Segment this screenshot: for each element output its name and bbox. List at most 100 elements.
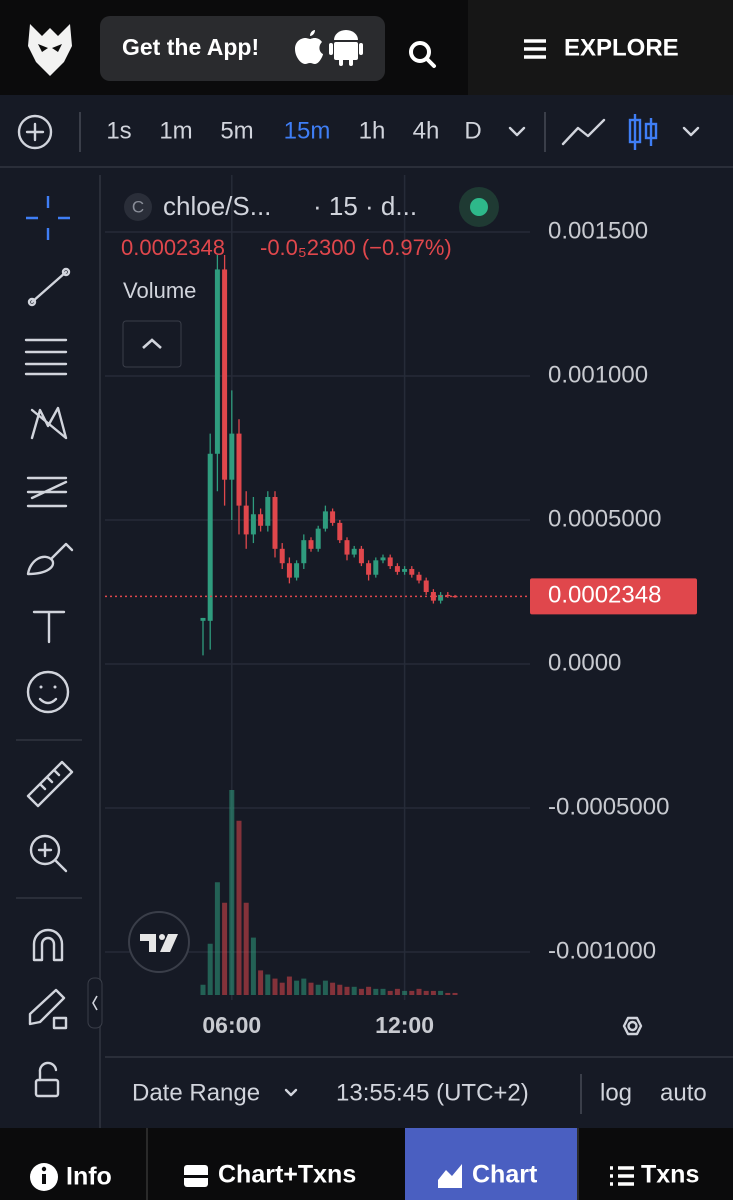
candle-body — [250, 514, 256, 535]
volume-bar — [387, 990, 393, 995]
candle-body — [330, 511, 336, 523]
candle-body — [344, 540, 350, 555]
candle-body — [438, 594, 444, 601]
volume-bar — [222, 902, 228, 995]
symbol-icon — [124, 193, 152, 221]
log-toggle[interactable]: log — [600, 1079, 632, 1106]
last-price-badge — [530, 578, 697, 615]
date-range-arrow — [284, 1088, 298, 1097]
chart-type-dropdown[interactable] — [682, 126, 700, 137]
candle-chart-button[interactable] — [628, 114, 658, 150]
get-app-text: Get the App! — [122, 34, 259, 60]
candle-body — [322, 511, 328, 529]
volume-bar — [373, 988, 379, 995]
volume-bar — [445, 992, 451, 995]
collapse-legend-button[interactable] — [122, 320, 182, 368]
date-range[interactable]: Date Range — [132, 1079, 260, 1106]
timeframe-button[interactable]: D — [464, 117, 481, 144]
tab-label: Info — [66, 1163, 112, 1191]
timeframes: 1s 1m 5m 15m 1h 4h D — [106, 117, 481, 144]
price-change: -0.0₅2300 (−0.97%) — [260, 235, 452, 260]
collapse-legend-arrow — [142, 338, 162, 349]
volume-bar — [358, 988, 364, 995]
candle-body — [258, 514, 264, 526]
volume-bar — [452, 992, 458, 995]
candle-body — [366, 563, 372, 575]
volume-bar — [301, 978, 307, 995]
volume-bar — [402, 990, 408, 995]
volume-bar — [236, 820, 242, 995]
candle-body — [315, 528, 321, 549]
volume-bar — [265, 974, 271, 995]
tab-label: Txns — [641, 1161, 699, 1189]
timeframe-button[interactable]: 4h — [413, 117, 440, 144]
timeframe-dropdown[interactable] — [508, 126, 526, 137]
logo[interactable] — [28, 24, 72, 76]
status-dot — [470, 198, 488, 216]
chart-tab[interactable]: Chart — [438, 1161, 538, 1189]
volume-bar — [308, 982, 314, 995]
y-tick-label: 0.0005000 — [548, 505, 661, 532]
explore-text: EXPLORE — [564, 34, 679, 61]
add-indicator-plus — [25, 122, 45, 142]
volume-bar — [380, 988, 386, 995]
last-price-badge-text: 0.0002348 — [548, 582, 661, 609]
volume-bar — [229, 790, 235, 995]
volume-bar — [430, 990, 436, 995]
tab-label: Chart — [472, 1161, 538, 1189]
volume-bar — [207, 943, 213, 995]
auto-toggle[interactable]: auto — [660, 1079, 707, 1106]
y-tick-label: 0.001000 — [548, 361, 648, 388]
chart-txns-tab[interactable]: Chart+Txns — [184, 1161, 356, 1189]
symbol-name: chloe/S... — [163, 191, 271, 221]
collapse-handle[interactable] — [87, 977, 103, 1029]
volume-bar — [394, 988, 400, 995]
tab-bar — [0, 1128, 733, 1200]
x-tick-label: 12:00 — [375, 1012, 434, 1038]
last-price: 0.0002348 — [121, 235, 225, 260]
volume-bar — [344, 986, 350, 995]
volume-bar — [214, 882, 220, 995]
symbol-icon-letter: C — [132, 197, 144, 216]
candle-body — [423, 580, 429, 593]
candle-body — [394, 566, 400, 572]
volume-bar — [337, 984, 343, 995]
search-button[interactable] — [409, 41, 436, 68]
explore-button[interactable] — [468, 0, 733, 95]
timeframe-button[interactable]: 15m — [284, 117, 331, 144]
info-tab[interactable]: Info — [30, 1163, 112, 1191]
tool-icons[interactable] — [16, 196, 82, 1098]
x-tick-label: 06:00 — [202, 1012, 261, 1038]
volume-bar — [279, 982, 285, 995]
candle-body — [279, 548, 285, 564]
toolbar — [0, 95, 733, 167]
candle-body — [272, 496, 278, 549]
line-chart-button[interactable] — [561, 118, 606, 146]
timeframe-button[interactable]: 1m — [159, 117, 192, 144]
y-tick-label: -0.001000 — [548, 937, 656, 964]
collapse-arrow — [92, 995, 98, 1011]
candle-body — [358, 548, 364, 564]
timeframe-button[interactable]: 1h — [359, 117, 386, 144]
tools-panel — [0, 168, 100, 1128]
volume-bar — [250, 937, 256, 995]
platform-icons — [295, 30, 363, 66]
add-indicator[interactable] — [17, 114, 53, 150]
tab-label: Chart+Txns — [218, 1161, 356, 1189]
timeframe-button[interactable]: 1s — [106, 117, 131, 144]
volume-bar — [200, 984, 206, 995]
candle-body — [308, 540, 314, 549]
volume-bar — [409, 990, 415, 995]
volume-bar — [416, 988, 422, 995]
timeframe-button[interactable]: 5m — [220, 117, 253, 144]
candle-body — [207, 453, 213, 621]
volume-bar — [351, 986, 357, 995]
volume-bar — [258, 970, 264, 995]
candle-body — [229, 433, 235, 480]
volume-bar — [294, 980, 300, 995]
tradingview-logo — [128, 911, 190, 973]
settings-button[interactable] — [622, 1016, 643, 1036]
txns-tab[interactable]: Txns — [610, 1161, 699, 1189]
volume-bar — [423, 990, 429, 995]
